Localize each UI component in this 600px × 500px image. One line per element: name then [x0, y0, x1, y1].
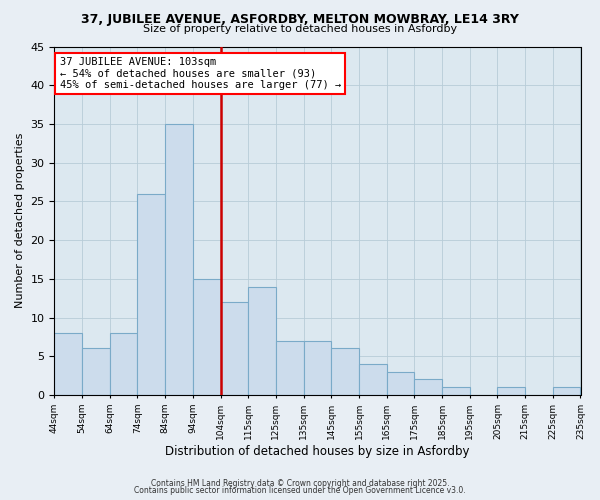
Bar — [165, 124, 193, 395]
Bar — [82, 348, 110, 395]
Bar — [193, 279, 221, 395]
Bar — [304, 340, 331, 395]
Bar — [359, 364, 386, 395]
X-axis label: Distribution of detached houses by size in Asfordby: Distribution of detached houses by size … — [165, 444, 470, 458]
Y-axis label: Number of detached properties: Number of detached properties — [15, 133, 25, 308]
Bar — [55, 333, 82, 395]
Text: Contains HM Land Registry data © Crown copyright and database right 2025.: Contains HM Land Registry data © Crown c… — [151, 478, 449, 488]
Bar — [331, 348, 359, 395]
Bar — [553, 387, 580, 395]
Bar — [110, 333, 137, 395]
Text: Size of property relative to detached houses in Asfordby: Size of property relative to detached ho… — [143, 24, 457, 34]
Bar — [221, 302, 248, 395]
Bar — [276, 340, 304, 395]
Bar — [415, 380, 442, 395]
Bar — [442, 387, 470, 395]
Text: Contains public sector information licensed under the Open Government Licence v3: Contains public sector information licen… — [134, 486, 466, 495]
Text: 37 JUBILEE AVENUE: 103sqm
← 54% of detached houses are smaller (93)
45% of semi-: 37 JUBILEE AVENUE: 103sqm ← 54% of detac… — [59, 57, 341, 90]
Bar — [137, 194, 165, 395]
Bar — [248, 286, 276, 395]
Text: 37, JUBILEE AVENUE, ASFORDBY, MELTON MOWBRAY, LE14 3RY: 37, JUBILEE AVENUE, ASFORDBY, MELTON MOW… — [81, 12, 519, 26]
Bar — [497, 387, 525, 395]
Bar — [386, 372, 415, 395]
